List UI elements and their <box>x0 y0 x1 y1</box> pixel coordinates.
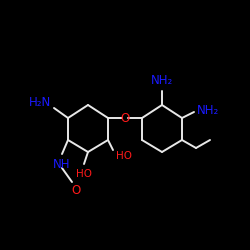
Text: HO: HO <box>76 169 92 179</box>
Text: H₂N: H₂N <box>29 96 51 108</box>
Text: NH: NH <box>53 158 71 170</box>
Text: HO: HO <box>116 151 132 161</box>
Text: O: O <box>120 112 130 124</box>
Text: NH₂: NH₂ <box>151 74 173 88</box>
Text: NH₂: NH₂ <box>197 104 219 117</box>
Text: O: O <box>72 184 80 196</box>
